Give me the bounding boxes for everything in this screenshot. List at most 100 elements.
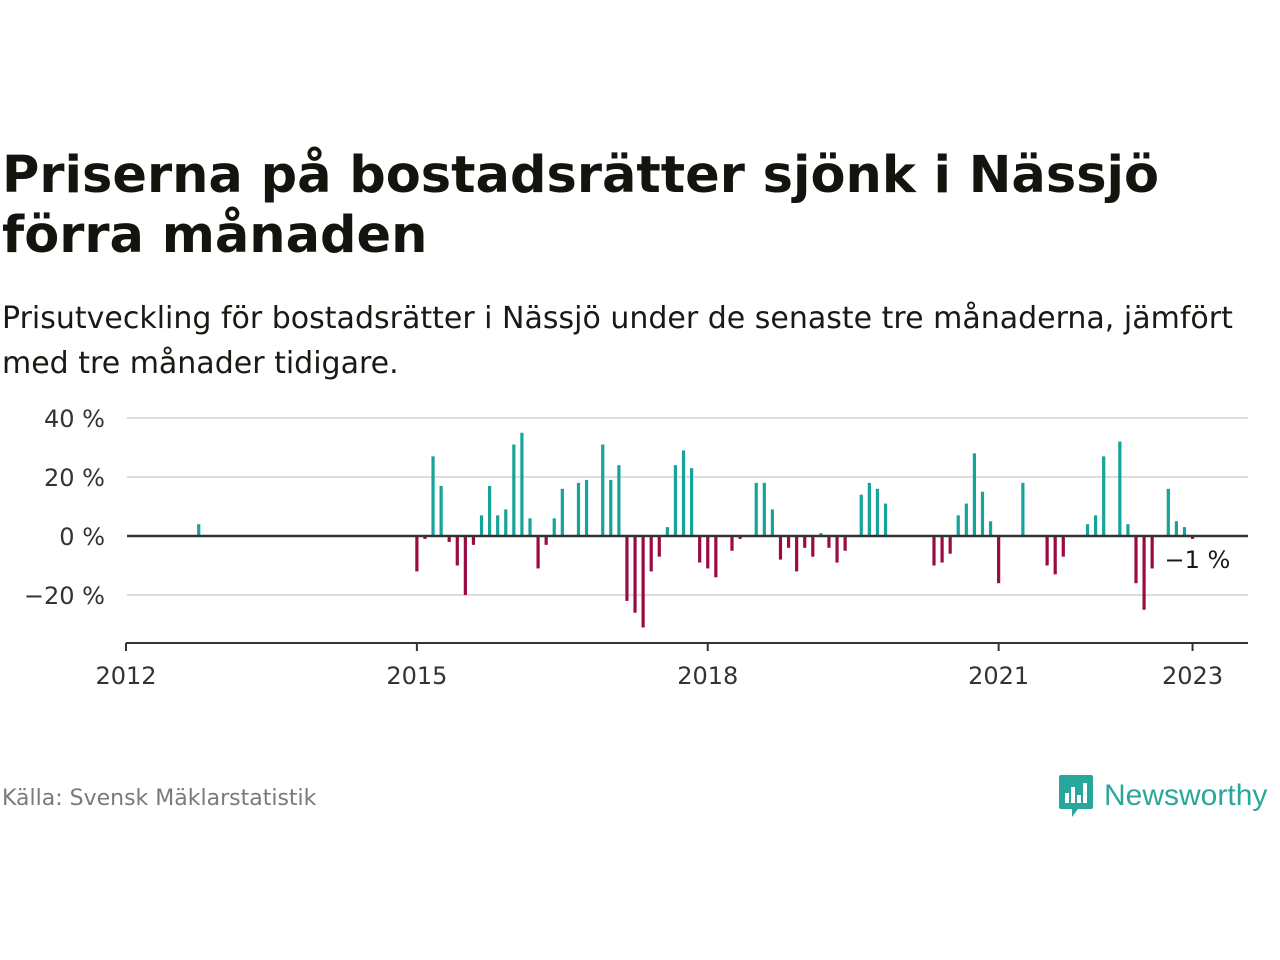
bar: [827, 536, 831, 548]
y-tick-label: −20 %: [24, 582, 105, 610]
bar: [1126, 524, 1130, 536]
bar: [698, 536, 702, 563]
bar: [811, 536, 815, 557]
x-axis: 2012 2015 2018 2021 2023: [95, 642, 1248, 690]
bar: [932, 536, 936, 566]
chart-title: Priserna på bostadsrätter sjönk i Nässjö…: [2, 146, 1160, 265]
bar: [560, 488, 564, 536]
y-tick-label: 20 %: [44, 464, 105, 492]
bar: [867, 482, 871, 536]
bar: [714, 536, 718, 578]
brand-logo: Newsworthy: [1058, 772, 1267, 820]
last-value-annotation: −1 %: [1165, 546, 1231, 574]
y-axis-labels: 40 % 20 % 0 % −20 %: [24, 405, 105, 610]
bar: [673, 465, 678, 536]
bar: [795, 536, 799, 572]
bar: [520, 432, 524, 536]
bar: [940, 536, 944, 563]
bar: [1182, 527, 1187, 536]
bar: [964, 503, 968, 536]
bar: [972, 453, 976, 536]
bar: [423, 536, 427, 539]
bar: [997, 536, 1001, 584]
bar: [504, 509, 508, 536]
bar: [1134, 536, 1138, 584]
bar: [883, 503, 888, 536]
bar-chart-speech-bubble-icon: [1059, 775, 1093, 817]
bar: [641, 536, 645, 628]
bar: [471, 536, 476, 545]
bar: [633, 536, 637, 613]
bar: [197, 524, 201, 536]
bar: [528, 518, 532, 536]
bar: [1061, 536, 1065, 557]
bar: [609, 479, 613, 536]
bar: [1053, 536, 1057, 575]
bar: [1190, 536, 1195, 539]
bar: [819, 533, 823, 536]
bar: [1085, 524, 1090, 536]
bar: [754, 482, 758, 536]
bar: [770, 509, 774, 536]
bar: [1166, 488, 1170, 536]
x-tick-label: 2015: [386, 662, 447, 690]
bar: [431, 456, 435, 536]
bar: [447, 536, 451, 542]
bar: [730, 536, 734, 551]
last-value-label: −1 %: [1165, 546, 1231, 574]
bar: [875, 488, 880, 536]
bar: [1094, 515, 1098, 536]
bar-chart: 40 % 20 % 0 % −20 % 2012 2015 2018 2021 2023 −1…: [24, 405, 1248, 690]
bar: [439, 485, 443, 536]
bar: [762, 482, 766, 536]
bar: [803, 536, 807, 548]
bar: [496, 515, 500, 536]
bar: [601, 444, 605, 536]
bar: [455, 536, 459, 566]
bar: [738, 536, 742, 539]
bar: [625, 536, 629, 601]
bars: [197, 432, 1195, 628]
y-tick-label: 40 %: [44, 405, 105, 433]
source-note: Källa: Svensk Mäklarstatistik: [2, 786, 317, 811]
bar: [552, 518, 556, 536]
chart-subtitle: Prisutveckling för bostadsrätter i Nässj…: [2, 301, 1233, 381]
bar: [835, 536, 839, 563]
bar: [681, 450, 686, 536]
gridlines: [127, 417, 1248, 596]
bar: [843, 536, 847, 551]
bar: [617, 465, 621, 536]
bar: [544, 536, 548, 545]
bar: [512, 444, 516, 536]
bar: [665, 527, 669, 536]
x-tick-label: 2023: [1162, 662, 1223, 690]
bar: [584, 479, 589, 536]
bar: [1150, 536, 1154, 569]
bar: [576, 482, 581, 536]
bar: [1021, 482, 1025, 536]
bar: [415, 536, 419, 572]
bar: [657, 536, 661, 557]
x-tick-label: 2018: [677, 662, 738, 690]
bar: [649, 536, 653, 572]
bar: [463, 536, 467, 595]
bar: [1118, 441, 1122, 536]
bar: [488, 485, 492, 536]
x-tick-label: 2021: [968, 662, 1029, 690]
brand-name: Newsworthy: [1104, 779, 1268, 812]
bar: [859, 494, 863, 536]
bar: [956, 515, 960, 536]
bar: [1142, 536, 1146, 610]
bar: [786, 536, 791, 548]
bar: [536, 536, 540, 569]
bar: [948, 536, 952, 554]
bar: [1174, 521, 1178, 536]
bar: [980, 491, 985, 536]
y-tick-label: 0 %: [59, 523, 105, 551]
x-tick-label: 2012: [95, 662, 156, 690]
bar: [778, 536, 783, 560]
bar: [690, 468, 694, 536]
bar: [1045, 536, 1049, 566]
bar: [988, 521, 993, 536]
bar: [1102, 456, 1106, 536]
